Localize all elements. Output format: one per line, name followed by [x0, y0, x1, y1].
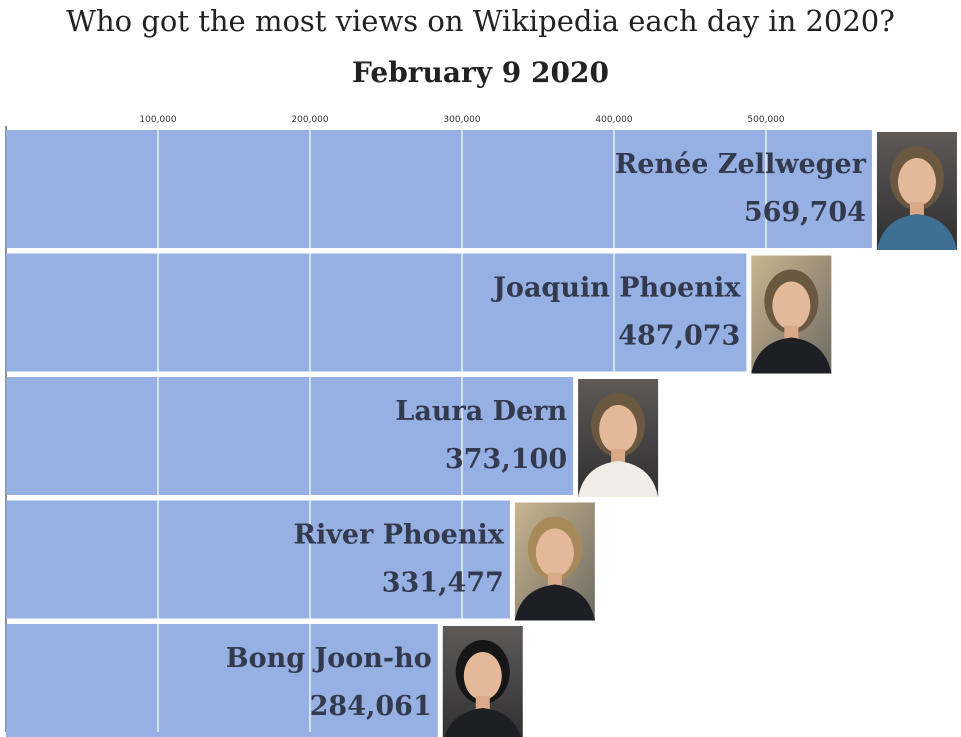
bar-value-label: 373,100: [445, 444, 567, 475]
x-tick-label: 500,000: [747, 115, 784, 125]
bar-name-label: Renée Zellweger: [615, 149, 867, 180]
bar: [6, 130, 872, 248]
portrait-photo: [578, 379, 659, 497]
x-tick-label: 200,000: [291, 115, 328, 125]
bar-name-label: River Phoenix: [294, 520, 505, 551]
x-tick-label: 400,000: [595, 115, 632, 125]
bar-value-label: 331,477: [382, 568, 504, 599]
bars: [6, 130, 872, 737]
bar-name-label: Bong Joon-ho: [226, 643, 432, 674]
x-tick-label: 300,000: [443, 115, 480, 125]
bar-value-label: 284,061: [310, 691, 432, 722]
portrait-photo: [442, 626, 523, 737]
portrait-photo: [876, 132, 957, 250]
bar: [6, 253, 747, 372]
bar-labels: Renée Zellweger 569,704 Joaquin Phoenix 487…: [226, 149, 867, 722]
bar-name-label: Laura Dern: [395, 396, 567, 427]
gridlines: [157, 126, 767, 732]
x-tick-label: 100,000: [139, 115, 176, 125]
portrait-photo: [751, 255, 832, 374]
chart-title: Who got the most views on Wikipedia each…: [66, 4, 895, 38]
bar-value-label: 569,704: [744, 197, 866, 228]
bar-value-label: 487,073: [618, 321, 740, 352]
bar: [6, 377, 574, 495]
chart-date: February 9 2020: [352, 56, 609, 89]
bar: [6, 500, 510, 619]
portraits: [442, 132, 957, 737]
bar-name-label: Joaquin Phoenix: [491, 273, 741, 304]
portrait-photo: [514, 502, 595, 621]
bar: [6, 624, 438, 737]
